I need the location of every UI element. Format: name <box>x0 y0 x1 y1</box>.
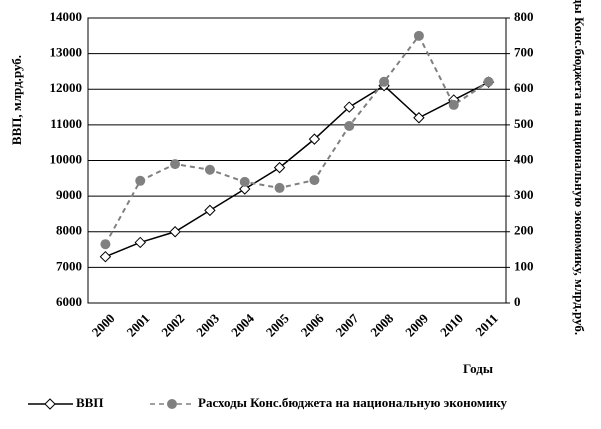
y2-tick-label: 600 <box>514 80 534 95</box>
point <box>448 99 459 110</box>
y-tick-label: 11000 <box>50 116 82 131</box>
y-tick-label: 12000 <box>50 80 83 95</box>
y2-tick-label: 700 <box>514 45 534 60</box>
x-tick-label: 2004 <box>228 310 257 339</box>
series-line <box>104 33 490 245</box>
y2-tick-label: 500 <box>514 116 534 131</box>
point <box>483 76 494 87</box>
point <box>343 101 355 113</box>
legend-label: ВВП <box>76 395 103 410</box>
y-tick-label: 7000 <box>56 258 82 273</box>
point <box>309 175 320 186</box>
point <box>239 176 250 187</box>
point <box>99 250 112 263</box>
point <box>100 239 111 250</box>
y2-tick-label: 800 <box>514 9 534 24</box>
x-tick-label: 2001 <box>123 311 152 340</box>
x-tick-label: 2009 <box>402 310 431 339</box>
point <box>413 112 425 124</box>
y-tick-label: 10000 <box>50 151 83 166</box>
series-line <box>105 81 489 258</box>
point <box>379 76 390 87</box>
y-tick-label: 8000 <box>56 223 82 238</box>
y2-tick-label: 100 <box>514 258 534 273</box>
x-tick-label: 2011 <box>472 311 500 339</box>
legend-label: Расходы Конс.бюджета на национальную эко… <box>198 395 508 410</box>
point <box>344 120 355 131</box>
point <box>135 175 146 186</box>
point <box>273 161 286 174</box>
point <box>274 182 285 193</box>
x-tick-label: 2008 <box>367 310 396 339</box>
x-tick-label: 2010 <box>437 311 466 340</box>
x-tick-label: 2007 <box>332 310 361 339</box>
point <box>308 133 321 145</box>
y-tick-label: 6000 <box>56 294 82 309</box>
y-tick-label: 14000 <box>50 9 83 24</box>
x-tick-label: 2005 <box>263 310 292 339</box>
point <box>170 159 181 170</box>
x-axis-title: Годы <box>463 361 493 376</box>
point <box>413 30 424 41</box>
y2-tick-label: 300 <box>514 187 534 202</box>
point <box>169 226 181 238</box>
y2-tick-label: 0 <box>514 294 521 309</box>
plot-frame <box>87 17 507 304</box>
legend-marker <box>167 399 177 409</box>
y-tick-label: 13000 <box>50 45 83 60</box>
y2-tick-label: 400 <box>514 151 534 166</box>
y-tick-label: 9000 <box>56 187 82 202</box>
x-tick-label: 2002 <box>158 311 187 340</box>
y2-axis-title: Расходы Конс.бюджета на национальную эко… <box>572 0 587 335</box>
point <box>204 204 216 217</box>
x-tick-label: 2006 <box>298 310 327 339</box>
point <box>134 236 146 249</box>
point <box>239 183 251 195</box>
y-axis-title: ВВП, млрд.руб. <box>9 55 24 145</box>
legend-marker <box>44 398 56 410</box>
x-tick-label: 2003 <box>193 310 222 339</box>
y2-tick-label: 200 <box>514 223 534 238</box>
x-tick-label: 2000 <box>89 311 118 340</box>
point <box>204 164 215 175</box>
